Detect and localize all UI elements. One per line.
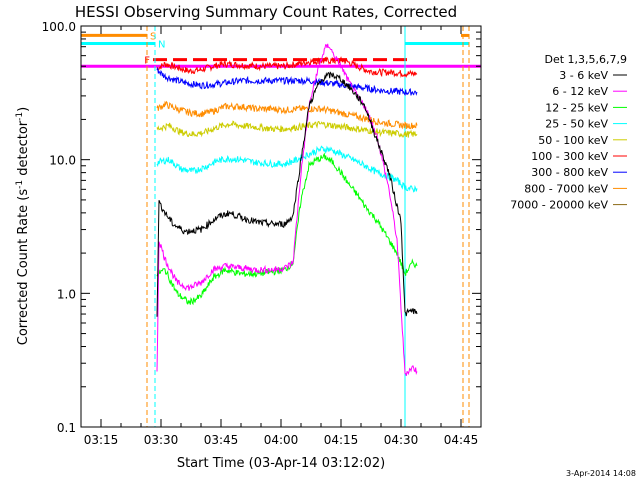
y-axis-title: Corrected Count Rate (s-1 detector-1): [15, 107, 31, 345]
x-tick-label-3: 04:00: [264, 433, 299, 447]
chart-title: HESSI Observing Summary Count Rates, Cor…: [75, 3, 457, 21]
series-line-6: [156, 67, 418, 97]
y-tick-label-1: 1.0: [57, 287, 76, 301]
timestamp: 3-Apr-2014 14:08: [566, 469, 636, 478]
y-axis-title-sup1: -1: [15, 180, 25, 189]
series-line-2: [156, 152, 418, 306]
legend-label-7: 800 - 7000 keV: [524, 182, 608, 195]
legend-label-8: 7000 - 20000 keV: [510, 199, 608, 212]
y-axis-title-mid: detector: [16, 120, 31, 180]
legend-label-6: 300 - 800 keV: [531, 166, 608, 179]
data-series: [156, 43, 418, 377]
legend-label-2: 12 - 25 keV: [545, 101, 608, 114]
flag-label-n: N: [158, 39, 165, 50]
x-tick-label-4: 04:15: [324, 433, 359, 447]
legend: Det 1,3,5,6,7,9 3 - 6 keV 6 - 12 keV 12 - …: [510, 53, 627, 212]
y-axis: 0.1 1.0 10.0 100.0: [42, 20, 481, 435]
y-axis-title-sup2: -1: [15, 112, 25, 121]
x-tick-label-1: 03:30: [144, 433, 179, 447]
y-axis-title-end: ): [16, 107, 31, 112]
legend-label-0: 3 - 6 keV: [559, 69, 608, 82]
x-axis: 03:15 03:30 03:45 04:00 04:15 04:30 04:45: [80, 26, 482, 447]
y-tick-label-0: 0.1: [57, 421, 76, 435]
x-tick-label-6: 04:45: [444, 433, 479, 447]
legend-label-3: 25 - 50 keV: [545, 118, 608, 131]
x-tick-label-5: 04:30: [384, 433, 419, 447]
x-tick-label-0: 03:15: [84, 433, 119, 447]
x-axis-title: Start Time (03-Apr-14 03:12:02): [177, 456, 385, 471]
legend-label-1: 6 - 12 keV: [552, 85, 608, 98]
y-tick-label-2: 10.0: [49, 154, 76, 168]
legend-label-4: 50 - 100 keV: [538, 134, 608, 147]
legend-title: Det 1,3,5,6,7,9: [544, 53, 627, 66]
x-tick-label-2: 03:45: [204, 433, 239, 447]
series-line-7: [156, 100, 418, 130]
legend-label-5: 100 - 300 keV: [531, 150, 608, 163]
y-axis-title-main: Corrected Count Rate (s: [16, 189, 31, 346]
series-line-5: [156, 56, 418, 78]
series-line-3: [156, 145, 418, 193]
flag-label-s: S: [150, 31, 156, 42]
y-tick-label-3: 100.0: [42, 20, 76, 34]
series-line-0: [156, 71, 418, 317]
